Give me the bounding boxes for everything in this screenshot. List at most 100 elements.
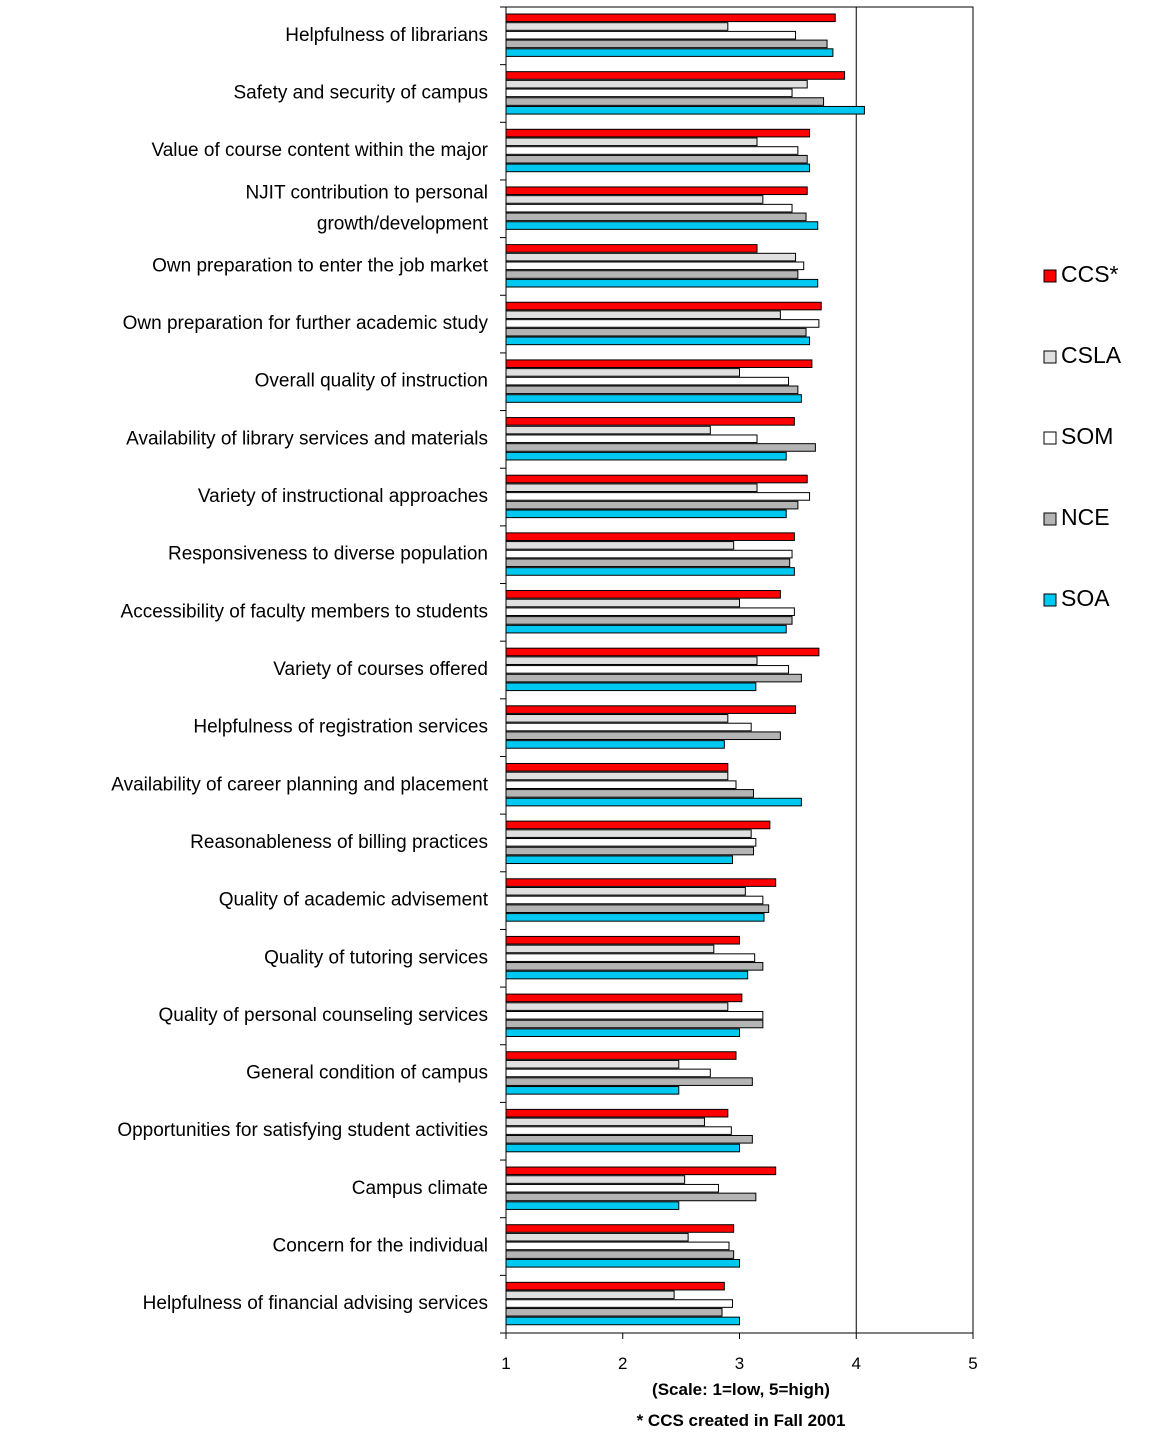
bar-som-15 <box>505 895 764 905</box>
bar-ccs-20 <box>505 1166 777 1176</box>
legend-nce-label: NCE <box>1061 504 1110 530</box>
bar-nce-22 <box>505 1307 723 1317</box>
bar-som-12 <box>505 722 752 732</box>
bar-csla-15 <box>505 886 746 896</box>
bar-som-7 <box>505 434 758 444</box>
bar-ccs-21 <box>505 1224 735 1233</box>
bar-csla-3 <box>505 195 764 204</box>
bar-nce-15 <box>505 904 770 913</box>
bar-ccs-4 <box>505 244 758 253</box>
bar-som-21 <box>505 1241 730 1251</box>
bar-ccs-19 <box>505 1108 729 1118</box>
bar-ccs-2 <box>505 128 811 138</box>
category-label-10: Accessibility of faculty members to stud… <box>121 601 488 622</box>
bar-csla-11 <box>505 656 758 665</box>
bar-ccs-17 <box>505 993 743 1003</box>
bar-ccs-5 <box>505 301 822 311</box>
bar-som-13 <box>505 780 737 789</box>
bar-soa-5 <box>505 336 811 346</box>
bar-som-8 <box>505 492 811 501</box>
bar-nce-9 <box>505 558 791 568</box>
bar-csla-13 <box>505 771 729 781</box>
bar-ccs-11 <box>505 647 820 657</box>
bar-soa-18 <box>505 1086 680 1095</box>
bar-csla-21 <box>505 1232 689 1242</box>
bar-nce-10 <box>505 616 793 625</box>
bar-nce-7 <box>505 443 816 452</box>
bar-soa-17 <box>505 1028 740 1037</box>
legend-ccs-label: CCS* <box>1061 261 1119 287</box>
bar-som-5 <box>505 319 820 328</box>
bar-som-18 <box>505 1068 711 1078</box>
category-label-1: Safety and security of campus <box>233 82 488 103</box>
bar-nce-12 <box>505 731 781 741</box>
x-tick-label-3: 4 <box>852 1354 861 1373</box>
legend-nce-swatch <box>1043 512 1057 526</box>
legend-csla-swatch <box>1043 350 1057 364</box>
category-label-15: Quality of academic advisement <box>219 890 489 911</box>
bar-nce-8 <box>505 500 799 510</box>
bar-ccs-15 <box>505 878 777 887</box>
legend-som-swatch <box>1043 431 1057 445</box>
bar-soa-7 <box>505 451 787 461</box>
bar-soa-0 <box>505 48 834 57</box>
bars <box>505 13 865 1326</box>
bar-som-22 <box>505 1299 733 1308</box>
bar-som-4 <box>505 261 805 271</box>
bar-som-17 <box>505 1010 764 1020</box>
category-label-18: General condition of campus <box>246 1063 488 1084</box>
category-label-9: Responsiveness to diverse population <box>168 544 488 565</box>
bar-csla-20 <box>505 1175 686 1184</box>
bar-nce-21 <box>505 1250 735 1259</box>
category-label-0: Helpfulness of librarians <box>285 25 488 46</box>
category-label-5: Own preparation for further academic stu… <box>123 313 489 334</box>
x-tick-label-4: 5 <box>968 1354 977 1373</box>
bar-ccs-22 <box>505 1281 725 1291</box>
bar-ccs-8 <box>505 474 808 484</box>
bar-som-20 <box>505 1183 719 1193</box>
category-label-14: Reasonableness of billing practices <box>190 832 488 853</box>
bar-ccs-14 <box>505 820 771 830</box>
bar-soa-20 <box>505 1201 680 1210</box>
bar-nce-19 <box>505 1134 753 1144</box>
bar-nce-16 <box>505 962 764 971</box>
bar-csla-0 <box>505 22 729 31</box>
bar-som-11 <box>505 665 790 674</box>
legend-soa-label: SOA <box>1061 585 1110 611</box>
category-label-8: Variety of instructional approaches <box>198 486 488 507</box>
category-label-13: Availability of career planning and plac… <box>111 774 488 795</box>
bar-soa-1 <box>505 105 865 115</box>
bar-nce-4 <box>505 270 799 279</box>
bar-soa-11 <box>505 682 757 692</box>
bar-soa-2 <box>505 163 811 173</box>
bar-ccs-1 <box>505 71 846 80</box>
bar-som-10 <box>505 607 795 617</box>
bar-csla-4 <box>505 252 797 262</box>
bar-nce-17 <box>505 1019 764 1029</box>
category-labels: Helpfulness of librarians Safety and secu… <box>111 25 488 1314</box>
bar-ccs-3 <box>505 186 808 196</box>
bar-ccs-6 <box>505 359 813 369</box>
bar-soa-4 <box>505 278 819 288</box>
legend-som-label: SOM <box>1061 423 1113 449</box>
bar-som-1 <box>505 88 793 98</box>
bar-ccs-7 <box>505 417 795 426</box>
bar-ccs-10 <box>505 590 781 599</box>
bar-ccs-9 <box>505 532 795 541</box>
bar-soa-19 <box>505 1143 740 1153</box>
bar-ccs-13 <box>505 762 729 772</box>
bar-csla-1 <box>505 79 808 89</box>
bar-som-3 <box>505 203 793 213</box>
bar-ccs-0 <box>505 13 836 23</box>
bar-ccs-16 <box>505 935 740 945</box>
bar-som-6 <box>505 376 790 386</box>
bar-som-0 <box>505 30 797 40</box>
category-label-20: Campus climate <box>352 1178 488 1199</box>
bar-nce-0 <box>505 39 828 49</box>
category-label-22: Helpfulness of financial advising servic… <box>143 1293 488 1314</box>
bar-som-9 <box>505 549 793 559</box>
category-label-17: Quality of personal counseling services <box>158 1005 488 1026</box>
bar-csla-8 <box>505 483 758 493</box>
bar-soa-6 <box>505 394 802 403</box>
